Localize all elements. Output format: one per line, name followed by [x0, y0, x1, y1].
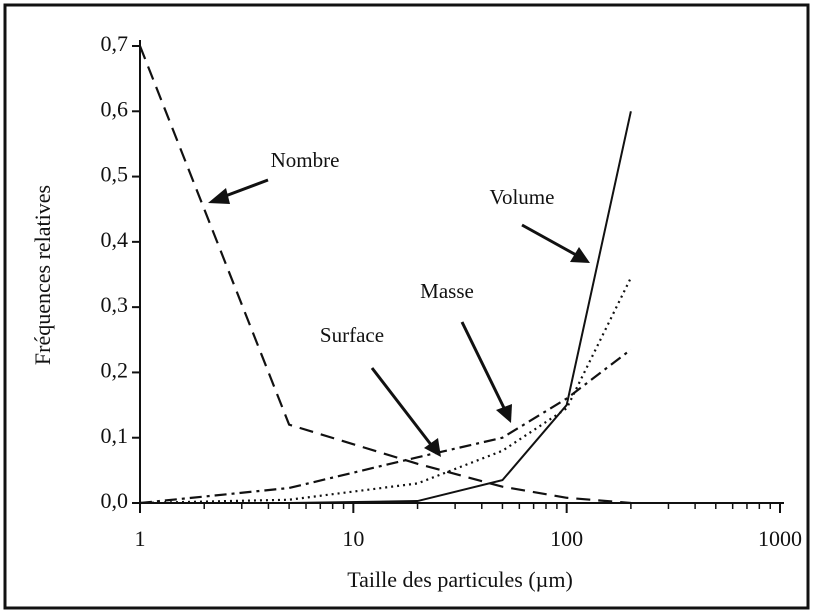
y-tick-label: 0,6 — [101, 96, 129, 121]
annotation: Masse — [420, 279, 474, 303]
series-line — [139, 348, 632, 505]
arrow-head — [570, 247, 590, 263]
y-tick-label: 0,1 — [101, 423, 129, 448]
y-tick-label: 0,3 — [101, 292, 129, 317]
y-tick-label: 0,5 — [101, 162, 129, 187]
x-axis-label: Taille des particules (µm) — [347, 567, 573, 592]
series-line — [140, 111, 632, 504]
arrow-head — [208, 188, 230, 204]
y-tick-label: 0,0 — [101, 488, 129, 513]
x-tick-label: 1000 — [758, 526, 802, 551]
x-tick-label: 100 — [550, 526, 583, 551]
arrow — [219, 178, 269, 200]
x-tick-label: 10 — [342, 526, 364, 551]
y-tick-label: 0,4 — [101, 227, 129, 252]
arrow — [521, 223, 579, 258]
y-tick-label: 0,7 — [101, 31, 129, 56]
annotation: Volume — [490, 185, 555, 209]
series-line — [138, 45, 631, 505]
arrow — [460, 321, 507, 411]
x-tick-label: 1 — [135, 526, 146, 551]
arrow — [370, 367, 434, 447]
series-line — [139, 277, 632, 505]
y-axis-label: Fréquences relatives — [30, 185, 55, 365]
frame — [3, 3, 810, 610]
annotations: Nombre Volume Masse Surface — [208, 148, 590, 457]
annotation: Nombre — [271, 148, 340, 172]
y-tick-label: 0,2 — [101, 357, 129, 382]
annotation: Surface — [320, 323, 384, 347]
arrow-head — [496, 404, 512, 423]
